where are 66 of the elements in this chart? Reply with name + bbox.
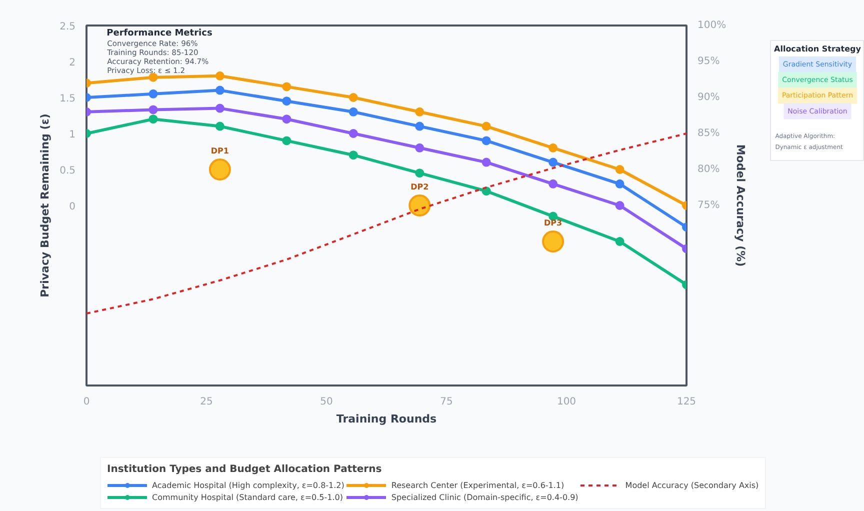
point: [348, 107, 358, 116]
y-tick-label: 0.5: [60, 166, 76, 176]
y-tick-label: 1.5: [60, 94, 76, 104]
x-tick-label: 75: [440, 396, 453, 408]
point: [415, 122, 424, 131]
x-tick-label: 0: [83, 396, 90, 408]
annotation: Performance Metrics: [106, 28, 212, 38]
point: [415, 143, 424, 152]
legend-label: Academic Hospital (High complexity, ε=0.8-1.2): [152, 480, 344, 490]
y-tick-label: 1: [69, 130, 76, 140]
point: [615, 201, 624, 210]
legend-title: Institution Types and Budget Allocation Patterns: [107, 464, 383, 475]
point: [148, 72, 158, 82]
legend-label: Specialized Clinic (Domain-specific, ε=0.4-0.9): [391, 492, 578, 502]
point: [348, 150, 358, 160]
point: [408, 194, 431, 216]
x-tick-label: 50: [320, 396, 333, 408]
point: [215, 86, 224, 95]
point: [282, 96, 292, 106]
y2-axis-title: Model Accuracy (%): [734, 144, 748, 267]
point: [482, 136, 491, 146]
point: [215, 104, 224, 113]
y-tick-label: 2: [69, 58, 76, 68]
x-tick-label: 125: [676, 396, 696, 408]
x-axis-title: Training Rounds: [336, 412, 438, 426]
y2-tick-label: 75%: [698, 200, 720, 211]
point: [482, 122, 491, 131]
text: Allocation Strategy: [774, 44, 862, 54]
point: [415, 168, 424, 178]
point: [215, 122, 224, 131]
annotation: DP1: [210, 146, 230, 156]
legend-label: Community Hospital (Standard care, ε=0.5-1.0): [152, 492, 343, 502]
legend-label: Model Accuracy (Secondary Axis): [625, 480, 759, 490]
point: [542, 230, 564, 252]
y2-tick-label: 100%: [698, 20, 726, 31]
legend-label: Research Center (Experimental, ε=0.6-1.1): [391, 480, 564, 490]
line-series: [86, 132, 686, 314]
x-tick-label: 100: [556, 396, 576, 408]
point: [148, 89, 158, 98]
point: [348, 93, 358, 102]
y-tick-label: 0: [69, 202, 76, 212]
y2-tick-label: 90%: [698, 92, 720, 103]
y2-tick-label: 95%: [698, 56, 720, 67]
point: [282, 114, 292, 124]
point: [348, 129, 358, 138]
annotation: DP2: [410, 182, 429, 192]
point: [548, 158, 558, 167]
point: [415, 107, 424, 116]
point: [282, 136, 292, 146]
x-tick-label: 25: [200, 396, 213, 408]
point: [208, 158, 231, 180]
y-tick-label: 2.5: [60, 22, 76, 32]
y-axis-title: Privacy Budget Remaining (ε): [38, 114, 52, 298]
point: [615, 179, 624, 188]
point: [548, 143, 558, 152]
point: [615, 165, 624, 174]
y2-tick-label: 85%: [698, 128, 720, 139]
point: [215, 71, 224, 80]
annotation: DP3: [544, 218, 562, 228]
y2-tick-label: 80%: [698, 164, 720, 175]
point: [282, 82, 292, 92]
point: [615, 237, 624, 246]
point: [148, 114, 158, 124]
point: [482, 158, 491, 167]
point: [148, 105, 158, 114]
point: [548, 179, 558, 188]
